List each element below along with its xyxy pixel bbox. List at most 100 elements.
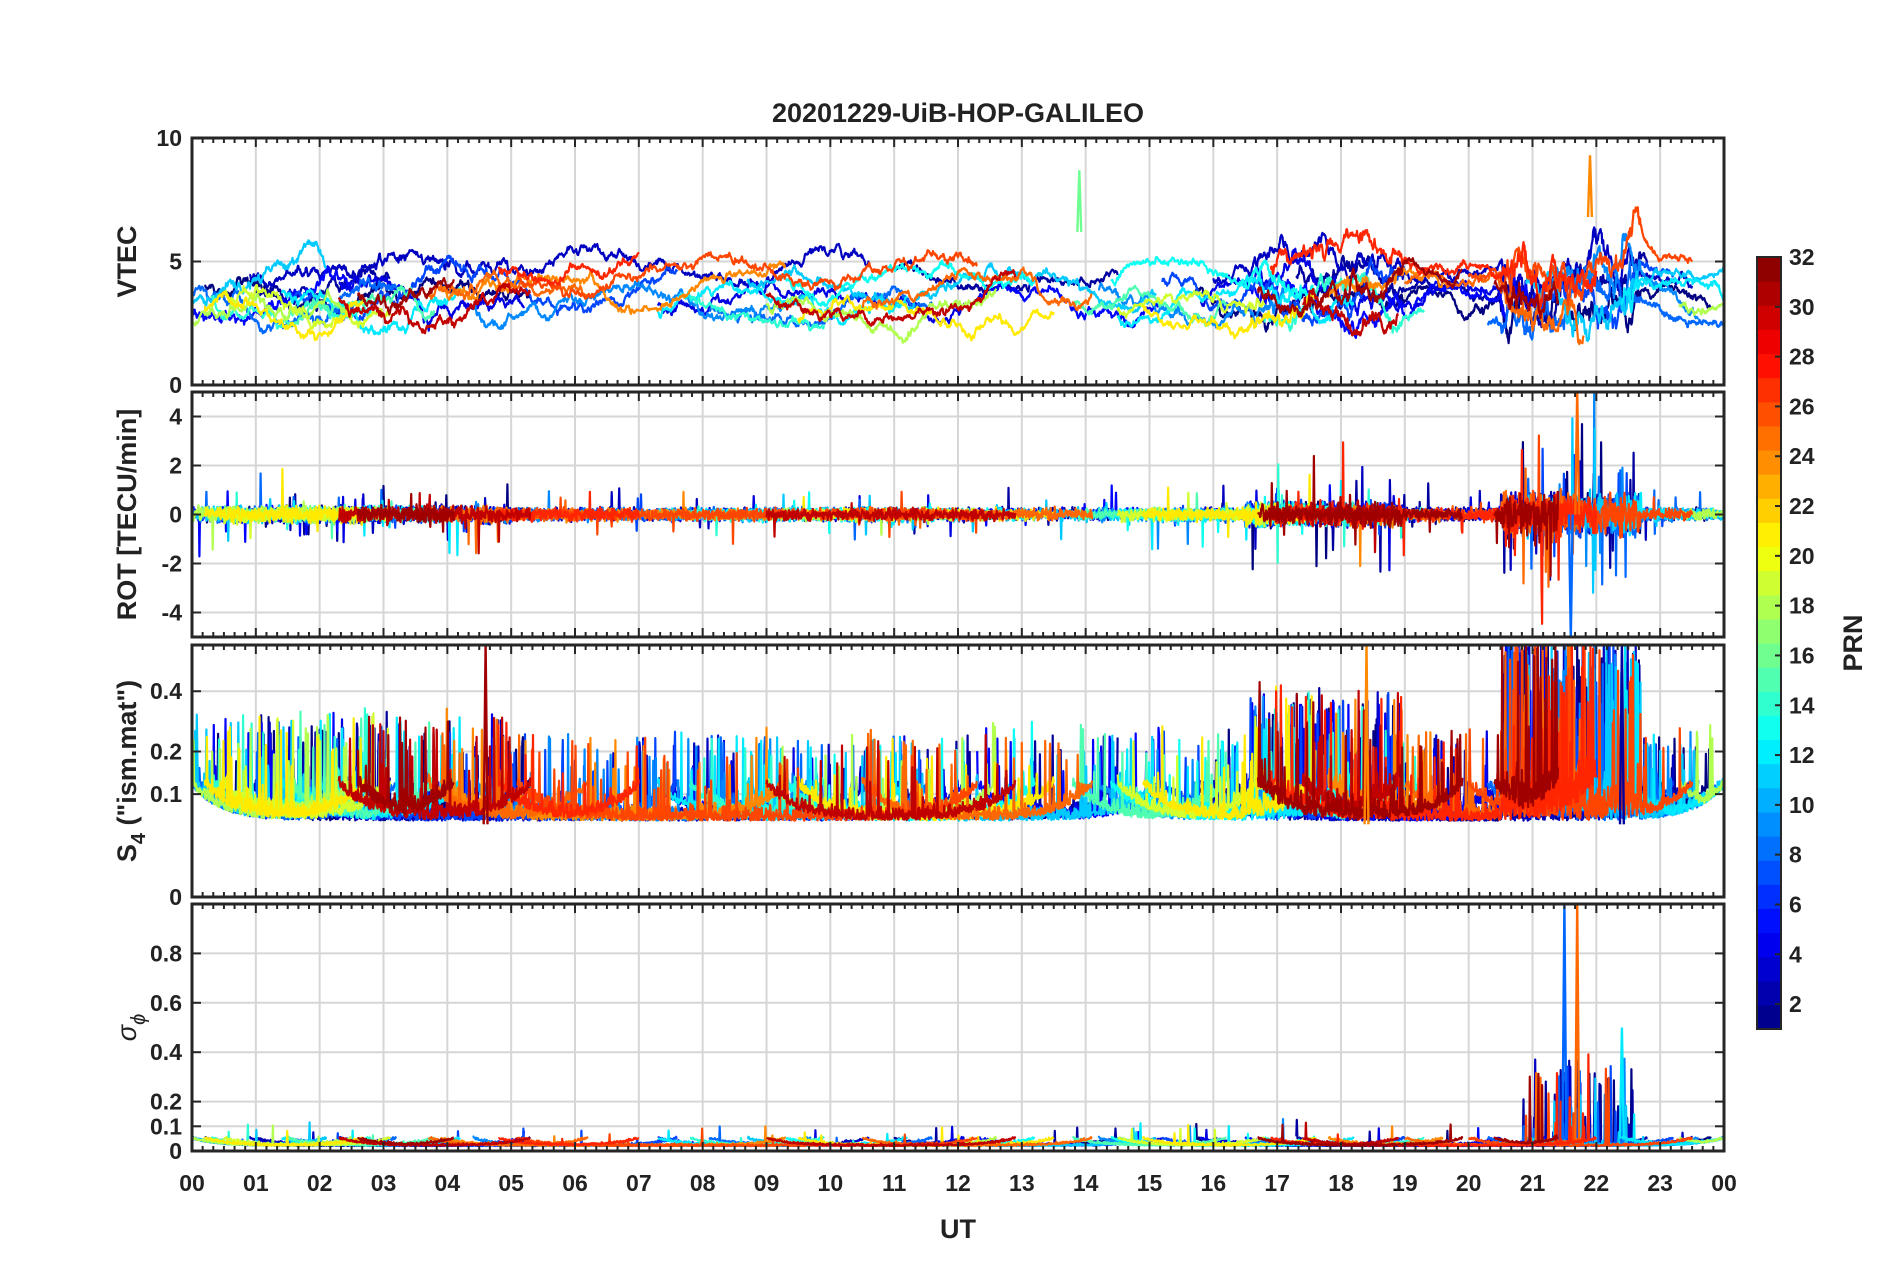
spike-prn-12 [1618, 1027, 1625, 1139]
prn-12-trace [1116, 274, 1355, 329]
prn-18-trace [1678, 507, 1724, 521]
x-tick-label: 15 [1137, 1170, 1163, 1196]
x-tick-label: 17 [1264, 1170, 1290, 1196]
prn-12-trace [1620, 276, 1724, 314]
prn-31-trace [1256, 257, 1463, 318]
x-tick-label: 21 [1520, 1170, 1546, 1196]
prn-4-trace [338, 274, 525, 332]
prn-25-trace [861, 266, 1093, 312]
colorbar-step [1757, 932, 1781, 958]
x-tick-label: 19 [1392, 1170, 1418, 1196]
colorbar-tick-label: 12 [1789, 742, 1815, 768]
prn-21-trace [1142, 290, 1317, 340]
colorbar-step [1757, 257, 1781, 282]
x-tick-label: 14 [1073, 1170, 1099, 1196]
x-tick-label: 01 [243, 1170, 269, 1196]
prn-31-trace [356, 492, 455, 533]
prn-26-trace [516, 249, 979, 300]
x-tick-label: 06 [562, 1170, 588, 1196]
y-tick-label: 0.2 [150, 739, 182, 765]
prn-19-trace [1116, 289, 1266, 319]
colorbar-label: PRN [1838, 614, 1868, 671]
colorbar-step [1757, 546, 1781, 572]
panel-s4: 0 0.1 0.2 0.4S4 ("ism.mat") [112, 643, 1726, 910]
prn-12-trace [280, 287, 461, 336]
prn-27-trace [497, 251, 640, 287]
colorbar-step [1757, 763, 1781, 789]
x-tick-label: 13 [1009, 1170, 1035, 1196]
prn-31-trace [356, 715, 455, 816]
colorbar-tick-label: 10 [1789, 792, 1815, 818]
colorbar-step [1757, 353, 1781, 379]
prn-19-trace [1116, 715, 1266, 820]
x-tick-label: 05 [498, 1170, 524, 1196]
spike-prn-8 [1561, 904, 1568, 1139]
x-axis-label: UT [940, 1214, 976, 1244]
x-tick-label: 12 [945, 1170, 971, 1196]
colorbar-tick-label: 2 [1789, 991, 1802, 1017]
x-tick-label: 22 [1584, 1170, 1610, 1196]
spike-prn-24 [1586, 155, 1594, 218]
prn-9-trace [471, 280, 813, 330]
y-tick-label: 0.8 [150, 940, 182, 966]
colorbar-step [1757, 594, 1781, 620]
colorbar-tick-label: 4 [1789, 941, 1802, 967]
colorbar-tick-label: 6 [1789, 891, 1802, 917]
prn-26-trace [1467, 1067, 1694, 1148]
prn-30-trace [338, 1136, 531, 1147]
spike-prn-24 [1363, 645, 1370, 825]
y-tick-label: 0 [169, 1138, 182, 1164]
prn-13-trace [1110, 255, 1317, 301]
traces [192, 645, 1724, 825]
prn-31-trace [1256, 454, 1464, 546]
prn-26-trace [1468, 645, 1694, 822]
colorbar-step [1757, 811, 1781, 837]
colorbar-step [1757, 715, 1781, 741]
traces [192, 392, 1724, 637]
colorbar-step [1757, 980, 1781, 1006]
colorbar-step [1757, 739, 1781, 765]
y-tick-label: 5 [169, 249, 182, 275]
spike-prn-25 [1574, 904, 1581, 1139]
x-tick-label: 23 [1647, 1170, 1673, 1196]
prn-21-trace [203, 1129, 366, 1147]
prn-18-trace [1678, 301, 1724, 317]
colorbar-step [1757, 329, 1781, 355]
panel-sigma: 00.10.2 0.4 0.6 0.8 σϕ [112, 902, 1726, 1164]
spike-prn-2 [1618, 645, 1625, 825]
colorbar-step [1757, 691, 1781, 716]
prn-27-trace [497, 490, 640, 524]
colorbar-tick-label: 24 [1789, 443, 1815, 469]
x-tick-label: 20 [1456, 1170, 1482, 1196]
colorbar-tick-label: 26 [1789, 393, 1815, 419]
colorbar-step [1757, 522, 1781, 548]
prn-27-trace [497, 721, 640, 819]
x-tick-label: 09 [754, 1170, 780, 1196]
colorbar-tick-label: 30 [1789, 294, 1815, 320]
prn-21-trace [203, 467, 366, 533]
y-tick-label: 4 [169, 404, 182, 430]
colorbar-step [1757, 618, 1781, 644]
y-tick-label: 0.4 [150, 678, 182, 704]
y-tick-label: 0 [169, 884, 182, 910]
colorbar-step [1757, 860, 1781, 885]
prn-30-trace [337, 282, 532, 335]
colorbar-step [1757, 450, 1781, 475]
colorbar-step [1757, 908, 1781, 934]
y-tick-label: 0.6 [150, 990, 182, 1016]
prn-11-trace [1525, 263, 1724, 342]
panel-vtec: 0 5 10 VTEC [112, 125, 1726, 398]
y-tick-label: 0 [169, 372, 182, 398]
y-axis-label-sigma: σϕ [112, 1014, 150, 1041]
colorbar-tick-label: 22 [1789, 493, 1815, 519]
prn-30-trace [765, 269, 1017, 327]
y-tick-label: 2 [169, 453, 182, 479]
prn-18-trace [192, 288, 353, 327]
prn-8-trace [192, 276, 398, 335]
y-axis-label-vtec: VTEC [112, 225, 142, 297]
x-tick-label: 18 [1328, 1170, 1354, 1196]
colorbar-frame [1756, 256, 1782, 1030]
colorbar-tick-label: 20 [1789, 543, 1815, 569]
